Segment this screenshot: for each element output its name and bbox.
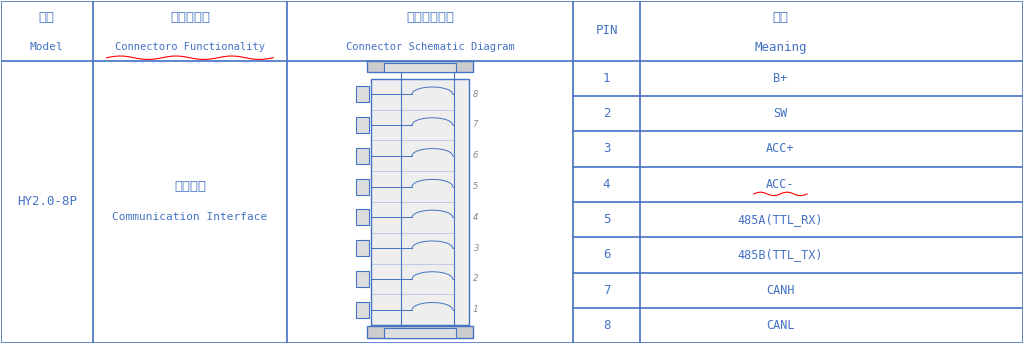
Text: Communication Interface: Communication Interface [113,212,267,222]
Bar [356,117,370,133]
Text: 7: 7 [603,284,610,297]
Text: 2: 2 [603,107,610,120]
Text: 8: 8 [473,90,478,99]
Bar [367,61,473,72]
Text: 1: 1 [603,72,610,85]
Text: Connector Schematic Diagram: Connector Schematic Diagram [346,42,515,53]
Text: 4: 4 [603,178,610,191]
Text: 接插件功能: 接插件功能 [170,11,210,24]
Bar [372,79,469,325]
Text: Meaning: Meaning [755,41,807,54]
Bar [356,240,370,256]
Text: CANL: CANL [766,319,795,332]
Bar [356,271,370,287]
Text: ACC-: ACC- [766,178,795,191]
Text: 7: 7 [473,120,478,129]
Text: 4: 4 [473,213,478,222]
Text: 型号: 型号 [39,11,54,24]
Bar [356,148,370,164]
Text: HY2.0-8P: HY2.0-8P [16,195,77,208]
Bar [367,326,473,338]
Text: 8: 8 [603,319,610,332]
Text: 5: 5 [603,213,610,226]
Text: B+: B+ [773,72,787,85]
Bar [356,209,370,225]
Text: 3: 3 [473,244,478,252]
Text: 485A(TTL_RX): 485A(TTL_RX) [737,213,823,226]
Text: Model: Model [30,42,63,53]
Text: 通讯接口: 通讯接口 [174,180,206,193]
Bar [356,86,370,102]
Text: SW: SW [773,107,787,120]
Bar [384,329,457,337]
Text: 6: 6 [473,151,478,160]
Text: 3: 3 [603,142,610,155]
Text: 485B(TTL_TX): 485B(TTL_TX) [737,248,823,261]
Text: ACC+: ACC+ [766,142,795,155]
Bar [356,302,370,318]
Text: CANH: CANH [766,284,795,297]
Bar [356,179,370,195]
Text: 2: 2 [473,275,478,283]
Text: PIN: PIN [595,24,617,37]
Bar [384,63,457,72]
Text: 1: 1 [473,305,478,314]
Text: 5: 5 [473,182,478,191]
Text: 6: 6 [603,248,610,261]
Text: 含义: 含义 [772,11,788,24]
Text: 接插件示意图: 接插件示意图 [407,11,455,24]
Text: Connectoro Functionality: Connectoro Functionality [115,42,265,53]
